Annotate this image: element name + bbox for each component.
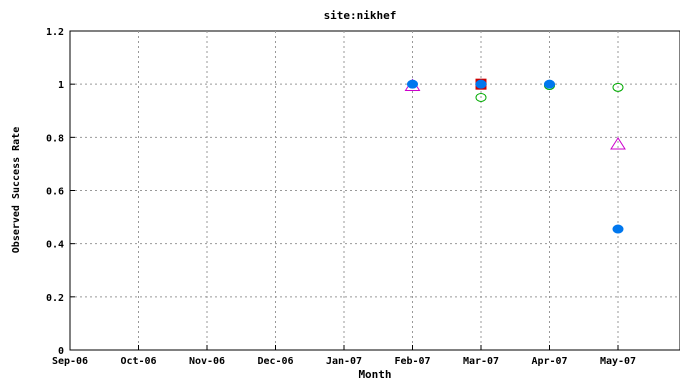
y-tick-label: 0.8: [46, 133, 64, 144]
chart-title: site:nikhef: [324, 9, 397, 22]
point-circle: [475, 92, 487, 102]
y-tick-label: 1: [58, 80, 64, 91]
x-tick-label: Mar-07: [463, 356, 499, 367]
grid: [70, 31, 680, 350]
x-axis: Sep-06 Oct-06 Nov-06 Dec-06 Jan-07 Feb-07 Mar-…: [52, 345, 636, 367]
y-tick-label: 1.2: [46, 27, 64, 38]
x-tick-label: Jan-07: [326, 356, 362, 367]
y-tick-label: 0: [58, 346, 64, 357]
x-tick-label: Feb-07: [394, 356, 430, 367]
x-tick-label: Apr-07: [531, 356, 567, 367]
y-axis: 0 0.2 0.4 0.6 0.8 1 1.2: [46, 27, 75, 357]
x-tick-label: Sep-06: [52, 356, 88, 367]
data-points: [404, 78, 626, 234]
point-circle: [544, 79, 555, 89]
y-axis-label: Observed Success Rate: [11, 127, 22, 253]
x-tick-label: Oct-06: [120, 356, 156, 367]
point-circle: [612, 82, 624, 92]
y-tick-label: 0.6: [46, 187, 64, 198]
y-tick-label: 0.4: [46, 240, 64, 251]
x-axis-label: Month: [358, 368, 391, 381]
y-tick-label: 0.2: [46, 293, 64, 304]
x-tick-label: May-07: [600, 356, 636, 367]
point-triangle: [610, 137, 626, 150]
x-tick-label: Dec-06: [257, 356, 293, 367]
point-circle: [475, 79, 487, 89]
point-circle: [407, 79, 418, 89]
x-tick-label: Nov-06: [189, 356, 225, 367]
point-circle: [612, 224, 624, 234]
